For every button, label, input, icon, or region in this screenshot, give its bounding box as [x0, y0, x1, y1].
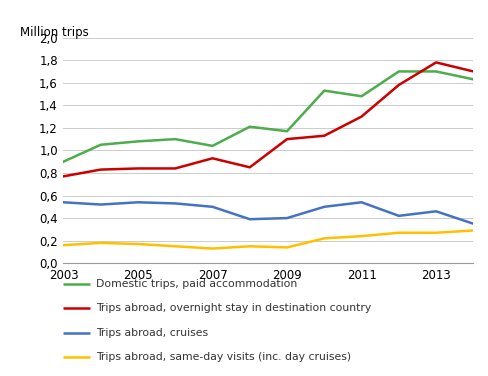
Text: Trips abroad, cruises: Trips abroad, cruises: [96, 328, 208, 338]
Text: Million trips: Million trips: [20, 26, 88, 39]
Trips abroad, cruises: [396, 214, 402, 218]
Domestic trips, paid accommodation: [470, 77, 476, 82]
Domestic trips, paid accommodation: [172, 137, 178, 141]
Line: Trips abroad, overnight stay in destination country: Trips abroad, overnight stay in destinat…: [63, 62, 473, 176]
Domestic trips, paid accommodation: [247, 124, 253, 129]
Trips abroad, cruises: [470, 221, 476, 226]
Trips abroad, overnight stay in destination country: [135, 166, 141, 171]
Trips abroad, overnight stay in destination country: [322, 133, 327, 138]
Trips abroad, cruises: [98, 202, 103, 207]
Domestic trips, paid accommodation: [98, 143, 103, 147]
Domestic trips, paid accommodation: [322, 88, 327, 93]
Trips abroad, cruises: [433, 209, 439, 214]
Trips abroad, cruises: [322, 205, 327, 209]
Trips abroad, same-day visits (inc. day cruises): [322, 236, 327, 241]
Trips abroad, overnight stay in destination country: [396, 83, 402, 87]
Trips abroad, overnight stay in destination country: [98, 167, 103, 172]
Trips abroad, cruises: [209, 205, 215, 209]
Domestic trips, paid accommodation: [61, 159, 66, 164]
Line: Trips abroad, same-day visits (inc. day cruises): Trips abroad, same-day visits (inc. day …: [63, 230, 473, 249]
Trips abroad, same-day visits (inc. day cruises): [172, 244, 178, 249]
Trips abroad, overnight stay in destination country: [61, 174, 66, 179]
Trips abroad, same-day visits (inc. day cruises): [247, 244, 253, 249]
Line: Domestic trips, paid accommodation: Domestic trips, paid accommodation: [63, 71, 473, 162]
Text: Trips abroad, same-day visits (inc. day cruises): Trips abroad, same-day visits (inc. day …: [96, 352, 351, 362]
Trips abroad, cruises: [359, 200, 365, 205]
Domestic trips, paid accommodation: [396, 69, 402, 74]
Trips abroad, same-day visits (inc. day cruises): [61, 243, 66, 247]
Trips abroad, overnight stay in destination country: [284, 137, 290, 141]
Domestic trips, paid accommodation: [433, 69, 439, 74]
Line: Trips abroad, cruises: Trips abroad, cruises: [63, 202, 473, 224]
Trips abroad, cruises: [284, 216, 290, 220]
Trips abroad, same-day visits (inc. day cruises): [98, 241, 103, 245]
Trips abroad, overnight stay in destination country: [247, 165, 253, 170]
Trips abroad, cruises: [135, 200, 141, 205]
Text: Domestic trips, paid accommodation: Domestic trips, paid accommodation: [96, 279, 297, 289]
Trips abroad, same-day visits (inc. day cruises): [284, 245, 290, 250]
Text: Trips abroad, overnight stay in destination country: Trips abroad, overnight stay in destinat…: [96, 303, 371, 313]
Domestic trips, paid accommodation: [359, 94, 365, 99]
Domestic trips, paid accommodation: [135, 139, 141, 144]
Trips abroad, overnight stay in destination country: [433, 60, 439, 65]
Trips abroad, cruises: [247, 217, 253, 221]
Domestic trips, paid accommodation: [209, 144, 215, 148]
Trips abroad, same-day visits (inc. day cruises): [359, 234, 365, 238]
Trips abroad, overnight stay in destination country: [172, 166, 178, 171]
Trips abroad, same-day visits (inc. day cruises): [209, 246, 215, 251]
Trips abroad, same-day visits (inc. day cruises): [396, 230, 402, 235]
Trips abroad, overnight stay in destination country: [209, 156, 215, 161]
Domestic trips, paid accommodation: [284, 129, 290, 133]
Trips abroad, overnight stay in destination country: [359, 114, 365, 119]
Trips abroad, same-day visits (inc. day cruises): [433, 230, 439, 235]
Trips abroad, same-day visits (inc. day cruises): [470, 228, 476, 233]
Trips abroad, same-day visits (inc. day cruises): [135, 242, 141, 246]
Trips abroad, cruises: [172, 201, 178, 206]
Trips abroad, cruises: [61, 200, 66, 205]
Trips abroad, overnight stay in destination country: [470, 69, 476, 74]
